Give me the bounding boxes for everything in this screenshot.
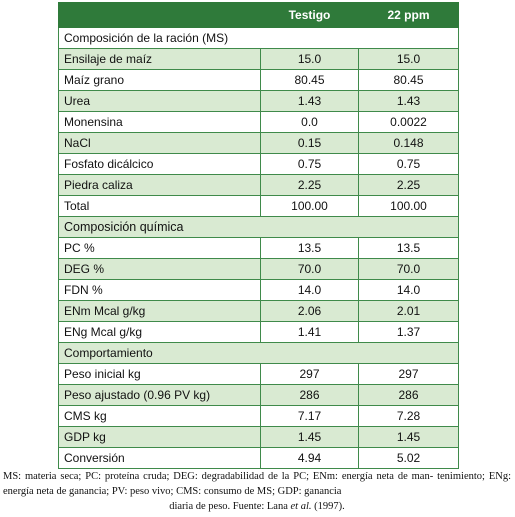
value-22ppm: 13.5 <box>358 237 459 259</box>
table-row: GDP kg 1.45 1.45 <box>58 426 459 448</box>
row-label: CMS kg <box>58 405 261 427</box>
value-testigo: 7.17 <box>260 405 359 427</box>
header-testigo: Testigo <box>260 2 359 28</box>
value-22ppm: 286 <box>358 384 459 406</box>
row-label: Conversión <box>58 447 261 469</box>
value-22ppm: 0.75 <box>358 153 459 175</box>
table-header-row: Testigo 22 ppm <box>58 2 459 28</box>
table-row: Fosfato dicálcico 0.75 0.75 <box>58 153 459 175</box>
table-footnote: MS: materia seca; PC: proteína cruda; DE… <box>3 469 511 514</box>
header-blank-cell <box>58 2 261 28</box>
table-row: FDN % 14.0 14.0 <box>58 279 459 301</box>
footnote-source-text: diaria de peso. Fuente: Lana <box>169 501 291 512</box>
row-label: Peso inicial kg <box>58 363 261 385</box>
table-row: Piedra caliza 2.25 2.25 <box>58 174 459 196</box>
footnote-line-1: MS: materia seca; PC: proteína cruda; DE… <box>3 471 434 482</box>
row-label: NaCl <box>58 132 261 154</box>
value-testigo: 1.45 <box>260 426 359 448</box>
data-table: Testigo 22 ppm Composición de la ración … <box>58 2 459 469</box>
table-row: PC % 13.5 13.5 <box>58 237 459 259</box>
value-testigo: 80.45 <box>260 69 359 91</box>
value-testigo: 100.00 <box>260 195 359 217</box>
value-22ppm: 80.45 <box>358 69 459 91</box>
row-label: Total <box>58 195 261 217</box>
value-testigo: 297 <box>260 363 359 385</box>
footnote-year: (1997). <box>311 501 345 512</box>
row-label: Piedra caliza <box>58 174 261 196</box>
value-22ppm: 0.148 <box>358 132 459 154</box>
table-row: Maíz grano 80.45 80.45 <box>58 69 459 91</box>
value-testigo: 0.0 <box>260 111 359 133</box>
value-testigo: 2.25 <box>260 174 359 196</box>
value-testigo: 13.5 <box>260 237 359 259</box>
value-22ppm: 7.28 <box>358 405 459 427</box>
row-label: GDP kg <box>58 426 261 448</box>
row-label: Fosfato dicálcico <box>58 153 261 175</box>
value-22ppm: 1.43 <box>358 90 459 112</box>
section-row-comportamiento: Comportamiento <box>58 342 459 364</box>
section-title: Composición química <box>58 216 459 238</box>
row-label: ENg Mcal g/kg <box>58 321 261 343</box>
table-row-total: Total 100.00 100.00 <box>58 195 459 217</box>
table-row: NaCl 0.15 0.148 <box>58 132 459 154</box>
footnote-et-al: et al. <box>290 501 312 512</box>
table-row: Conversión 4.94 5.02 <box>58 447 459 469</box>
value-22ppm: 0.0022 <box>358 111 459 133</box>
row-label: PC % <box>58 237 261 259</box>
row-label: DEG % <box>58 258 261 280</box>
row-label: FDN % <box>58 279 261 301</box>
row-label: Peso ajustado (0.96 PV kg) <box>58 384 261 406</box>
table-row: Ensilaje de maíz 15.0 15.0 <box>58 48 459 70</box>
value-22ppm: 70.0 <box>358 258 459 280</box>
table-row: Peso ajustado (0.96 PV kg) 286 286 <box>58 384 459 406</box>
header-22ppm: 22 ppm <box>358 2 459 28</box>
footnote-line-3: diaria de peso. Fuente: Lana et al. (199… <box>3 499 511 514</box>
section-title: Composición de la ración (MS) <box>58 27 459 49</box>
value-22ppm: 14.0 <box>358 279 459 301</box>
section-row-composicion-racion: Composición de la ración (MS) <box>58 27 459 49</box>
section-title: Comportamiento <box>58 342 459 364</box>
value-testigo: 0.75 <box>260 153 359 175</box>
value-22ppm: 1.45 <box>358 426 459 448</box>
table-row: Urea 1.43 1.43 <box>58 90 459 112</box>
value-22ppm: 2.25 <box>358 174 459 196</box>
table-row: ENg Mcal g/kg 1.41 1.37 <box>58 321 459 343</box>
table-row: CMS kg 7.17 7.28 <box>58 405 459 427</box>
value-testigo: 70.0 <box>260 258 359 280</box>
value-testigo: 2.06 <box>260 300 359 322</box>
value-testigo: 1.43 <box>260 90 359 112</box>
table-row: Monensina 0.0 0.0022 <box>58 111 459 133</box>
footnote-line-2: tenimiento; ENg: energía neta de gananci… <box>3 471 511 497</box>
value-testigo: 4.94 <box>260 447 359 469</box>
row-label: Urea <box>58 90 261 112</box>
value-22ppm: 297 <box>358 363 459 385</box>
value-22ppm: 5.02 <box>358 447 459 469</box>
row-label: Maíz grano <box>58 69 261 91</box>
value-22ppm: 100.00 <box>358 195 459 217</box>
table-row: Peso inicial kg 297 297 <box>58 363 459 385</box>
table-row: ENm Mcal g/kg 2.06 2.01 <box>58 300 459 322</box>
value-testigo: 1.41 <box>260 321 359 343</box>
row-label: ENm Mcal g/kg <box>58 300 261 322</box>
value-testigo: 15.0 <box>260 48 359 70</box>
value-22ppm: 15.0 <box>358 48 459 70</box>
value-testigo: 14.0 <box>260 279 359 301</box>
value-22ppm: 1.37 <box>358 321 459 343</box>
value-testigo: 286 <box>260 384 359 406</box>
value-22ppm: 2.01 <box>358 300 459 322</box>
table-row: DEG % 70.0 70.0 <box>58 258 459 280</box>
section-row-composicion-quimica: Composición química <box>58 216 459 238</box>
value-testigo: 0.15 <box>260 132 359 154</box>
data-table-container: Testigo 22 ppm Composición de la ración … <box>58 2 459 469</box>
row-label: Monensina <box>58 111 261 133</box>
row-label: Ensilaje de maíz <box>58 48 261 70</box>
